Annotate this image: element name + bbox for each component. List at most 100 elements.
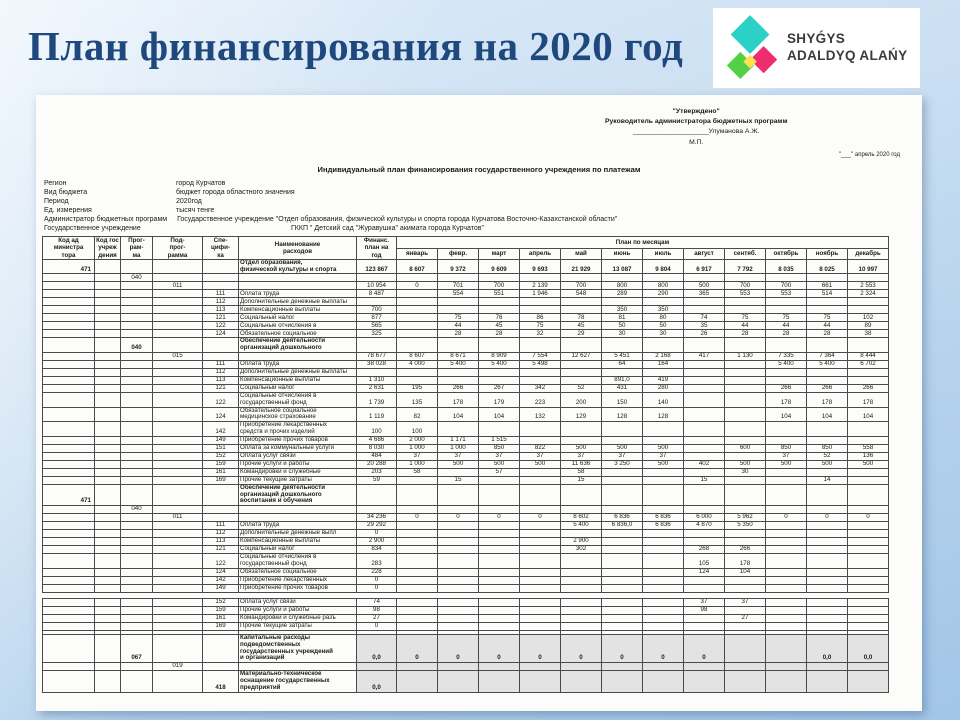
cell-month-2: 1 000 xyxy=(437,443,479,453)
table-row: 040 Обеспечение деятельности организаций … xyxy=(42,337,889,353)
cell-month-3 xyxy=(478,529,520,539)
cell-month-5 xyxy=(560,621,602,631)
cell-gu-code xyxy=(94,521,121,531)
cell-specific: 124 xyxy=(202,406,239,423)
cell-month-9 xyxy=(724,406,766,423)
cell-admin-code xyxy=(42,505,95,515)
cell-year-total: 700 xyxy=(356,305,397,315)
cell-year-total: 74 xyxy=(356,597,397,607)
cell-program xyxy=(120,289,153,299)
cell-month-9 xyxy=(724,633,766,664)
cell-month-3: 9 609 xyxy=(478,258,520,275)
cell-month-10 xyxy=(765,483,807,507)
cell-program xyxy=(120,613,153,623)
table-row: 169 Прочие текущие затраты 59 15 15 15 14 xyxy=(42,475,889,485)
cell-month-2 xyxy=(437,621,479,631)
cell-month-6: 150 xyxy=(601,391,643,408)
cell-month-9 xyxy=(724,435,766,445)
cell-month-10: 44 xyxy=(765,321,807,331)
meta-value: ГККП " Детский сад "Журавушка" акимата г… xyxy=(291,225,485,233)
cell-month-10 xyxy=(765,297,807,307)
cell-month-1 xyxy=(396,475,438,485)
cell-month-12 xyxy=(847,575,889,585)
cell-month-5 xyxy=(560,305,602,315)
cell-month-7: 6 836 xyxy=(642,521,684,531)
cell-month-8 xyxy=(683,583,725,593)
cell-month-1 xyxy=(396,505,438,515)
cell-month-5 xyxy=(560,553,602,569)
cell-admin-code xyxy=(42,329,95,339)
cell-month-12: 500 xyxy=(847,459,889,469)
meta-label: Администратор бюджетных программ xyxy=(44,216,168,224)
cell-gu-code xyxy=(94,297,121,307)
table-row: 142 Приобретение лекарственных средств и … xyxy=(42,421,889,437)
cell-gu-code xyxy=(94,467,121,477)
cell-month-10: 7 335 xyxy=(765,351,807,361)
cell-specific xyxy=(202,258,239,275)
cell-month-2: 15 xyxy=(437,475,479,485)
cell-expense-name: Приобретение лекарственных xyxy=(238,575,357,585)
cell-gu-code xyxy=(94,329,121,339)
cell-month-7 xyxy=(642,421,684,437)
cell-year-total: 1 119 xyxy=(356,406,397,423)
cell-admin-code xyxy=(42,391,95,408)
cell-month-3 xyxy=(478,273,520,283)
cell-month-12: 0 xyxy=(847,513,889,523)
cell-month-6 xyxy=(601,537,643,547)
cell-year-total: 38 028 xyxy=(356,359,397,369)
cell-month-10 xyxy=(765,421,807,437)
cell-month-4: 32 xyxy=(519,329,561,339)
cell-month-6: 13 087 xyxy=(601,258,643,275)
month-header-feb: февр. xyxy=(437,247,479,260)
cell-month-6: 50 xyxy=(601,321,643,331)
cell-month-6 xyxy=(601,475,643,485)
table-row: 112 Дополнительные денежные выплаты xyxy=(42,367,889,377)
cell-month-9 xyxy=(724,359,766,369)
cell-month-7 xyxy=(642,597,684,607)
cell-month-1: 0 xyxy=(396,281,438,291)
cell-month-12 xyxy=(847,297,889,307)
cell-expense-name xyxy=(238,505,357,515)
meta-label: Регион xyxy=(44,179,67,187)
cell-month-11 xyxy=(806,662,848,672)
cell-month-8: 4 870 xyxy=(683,521,725,531)
cell-month-5: 129 xyxy=(560,406,602,423)
cell-expense-name: Обеспечение деятельности организаций дош… xyxy=(238,483,357,507)
cell-month-12: 10 997 xyxy=(847,258,889,275)
cell-month-8: 35 xyxy=(683,321,725,331)
cell-admin-code xyxy=(42,383,95,393)
doc-meta-line: Ед. измерения тысяч тенге xyxy=(44,206,922,215)
table-row: 122 Социальные отчисления в государственн… xyxy=(42,391,889,408)
cell-gu-code xyxy=(94,337,121,353)
finance-table-continuation: 152 Оплата услуг связи 74 37 37 159 Прочие усл… xyxy=(42,597,889,693)
meta-value: Государственное учреждение "Отдел образо… xyxy=(177,216,618,224)
col-header-program: Прог- рам- ма xyxy=(120,236,153,260)
cell-subprogram xyxy=(152,329,203,339)
cell-month-10: 178 xyxy=(765,391,807,408)
cell-month-4: 500 xyxy=(519,459,561,469)
cell-month-8: 268 xyxy=(683,545,725,555)
cell-month-7 xyxy=(642,537,684,547)
month-header-may: май xyxy=(560,247,602,260)
cell-month-9: 5 350 xyxy=(724,521,766,531)
cell-month-8: 500 xyxy=(683,281,725,291)
cell-month-6: 3 250 xyxy=(601,459,643,469)
cell-gu-code xyxy=(94,529,121,539)
logo-diamonds-icon xyxy=(726,15,778,79)
cell-month-8 xyxy=(683,670,725,693)
cell-month-10 xyxy=(765,633,807,664)
table-row: 112 Дополнительные денежные выплаты xyxy=(42,297,889,307)
cell-specific xyxy=(202,281,239,291)
cell-admin-code xyxy=(42,313,95,323)
cell-month-2 xyxy=(437,529,479,539)
cell-month-9 xyxy=(724,670,766,693)
cell-month-3 xyxy=(478,553,520,569)
cell-month-10 xyxy=(765,367,807,377)
cell-month-7 xyxy=(642,505,684,515)
cell-month-4 xyxy=(519,421,561,437)
cell-month-9 xyxy=(724,367,766,377)
approved-label: "Утверждено" xyxy=(672,108,720,115)
cell-month-9: 600 xyxy=(724,443,766,453)
cell-month-3 xyxy=(478,375,520,385)
cell-gu-code xyxy=(94,670,121,693)
